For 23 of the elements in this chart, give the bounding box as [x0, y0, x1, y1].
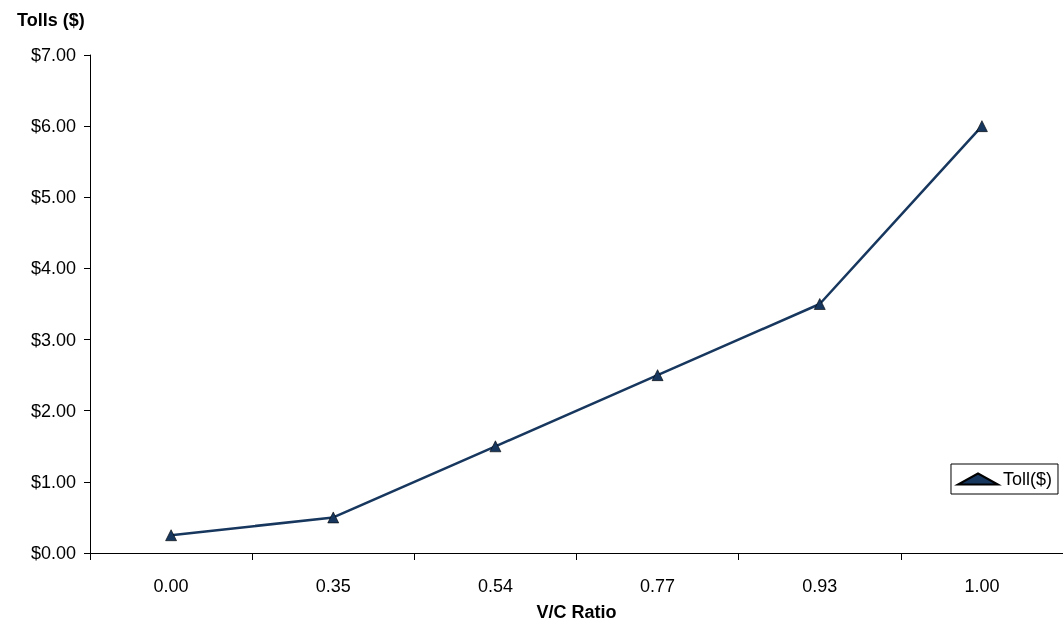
y-tick-label: $2.00	[30, 400, 76, 421]
point	[651, 369, 664, 381]
x-tick-label: 0.00	[153, 576, 189, 596]
y-tick-label: $5.00	[30, 187, 76, 208]
x-tick-label: 0.54	[477, 576, 513, 596]
y-tick-label: $6.00	[30, 116, 76, 137]
point	[489, 440, 502, 453]
x-tick-label: 0.93	[802, 576, 838, 596]
x-tick-label: 0.35	[315, 576, 351, 596]
x-tick-label: 0.77	[640, 576, 676, 596]
y-axis-title: Tolls ($)	[17, 10, 85, 30]
legend-label: Toll($)	[1002, 469, 1053, 489]
y-tick-label: $1.00	[30, 471, 76, 492]
x-axis-title: V/C Ratio	[536, 602, 617, 622]
point	[165, 529, 177, 542]
x-tick-label: 1.00	[964, 576, 1000, 596]
point	[813, 298, 826, 310]
point	[327, 511, 340, 524]
y-tick-label: $7.00	[30, 45, 76, 65]
point	[976, 120, 988, 132]
y-tick-label: $0.00	[30, 543, 76, 563]
y-tick-label: $3.00	[30, 329, 76, 350]
y-tick-label: $4.00	[30, 258, 76, 279]
